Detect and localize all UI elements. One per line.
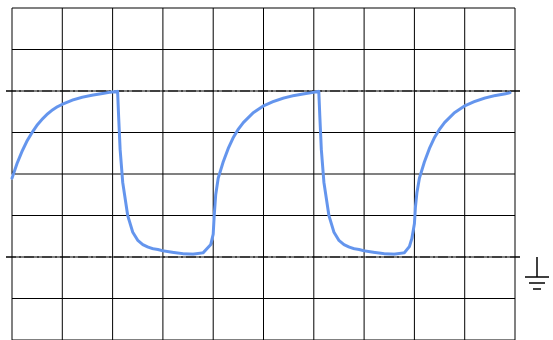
reference-lines [6,90,522,258]
ground-symbol [525,257,549,290]
grid [11,7,516,340]
traces [10,89,512,256]
signal-trace-1 [10,89,512,256]
